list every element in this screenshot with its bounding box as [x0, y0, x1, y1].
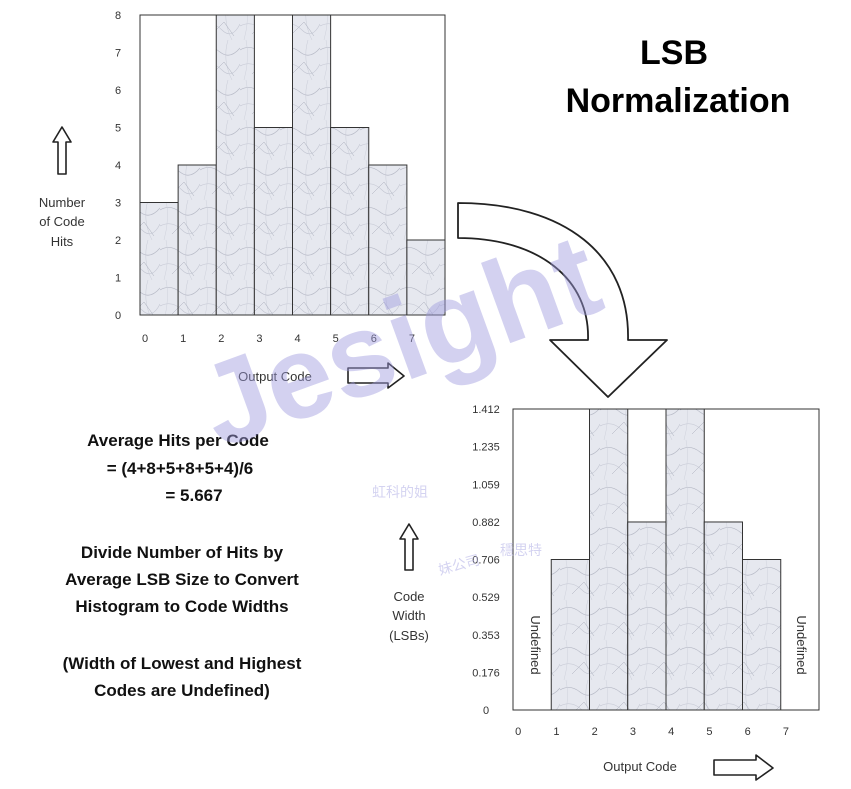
- chart2-x-axis-label: Output Code: [603, 759, 677, 774]
- chart1-x-tick-label: 2: [218, 333, 224, 345]
- chart2-x-tick-label: 1: [553, 726, 559, 738]
- average-line3: = 5.667: [165, 486, 222, 505]
- chart1-bar-7: [406, 239, 446, 316]
- chart1-x-axis-label: Output Code: [238, 369, 312, 384]
- chart1-y-tick-label: 1: [115, 273, 121, 285]
- chart2-y-tick-label: 1.412: [472, 404, 500, 416]
- chart2-bar-3: [627, 521, 667, 711]
- chart2-x-tick-label: 0: [515, 726, 521, 738]
- watermark-cn-brand: 穩思特: [500, 543, 542, 559]
- chart1-y-tick-label: 8: [115, 10, 121, 22]
- chart2-y-tick-label: 0.706: [472, 555, 500, 567]
- chart1-right-arrow-icon: [347, 362, 405, 389]
- chart1-y-tick-label: 7: [115, 48, 121, 60]
- chart1-bar-1: [177, 164, 217, 316]
- note-line2: Codes are Undefined): [94, 681, 270, 700]
- chart1-up-arrow-icon: [52, 126, 72, 175]
- chart1-x-tick-label: 0: [142, 333, 148, 345]
- chart1-y-axis-label-line3: Hits: [51, 234, 74, 249]
- chart2-y-tick-label: 0.529: [472, 592, 500, 604]
- chart1-x-tick-label: 1: [180, 333, 186, 345]
- chart2-y-tick-label: 1.059: [472, 479, 500, 491]
- chart1-x-tick-label: 4: [294, 333, 300, 345]
- normalization-curved-arrow-icon: [457, 202, 668, 398]
- chart1-bar-5: [330, 127, 370, 316]
- chart2-bar-4: [665, 408, 705, 711]
- chart1-bar-4: [292, 14, 332, 316]
- chart2-x-tick-label: 2: [592, 726, 598, 738]
- chart1-y-tick-label: 3: [115, 198, 121, 210]
- chart1-y-axis-label-line2: of Code: [39, 214, 85, 229]
- chart2-undefined-label-low: Undefined: [528, 615, 543, 674]
- chart1-y-tick-label: 5: [115, 123, 121, 135]
- title-line2: Normalization: [566, 82, 791, 120]
- chart2-y-axis-label-line1: Code: [393, 589, 424, 604]
- chart2-x-tick-label: 7: [783, 726, 789, 738]
- chart2-bar-2: [589, 408, 629, 711]
- chart2-undefined-label-high: Undefined: [794, 615, 809, 674]
- chart1-bar-2: [215, 14, 255, 316]
- chart1-x-tick-label: 5: [333, 333, 339, 345]
- chart2-y-tick-label: 0: [483, 705, 489, 717]
- average-line1: Average Hits per Code: [87, 431, 269, 450]
- divide-line1: Divide Number of Hits by: [81, 543, 284, 562]
- chart2-y-tick-label: 0.353: [472, 630, 500, 642]
- chart1-bar-3: [253, 127, 294, 316]
- chart1-x-tick-label: 7: [409, 333, 415, 345]
- chart1-x-tick-label: 6: [371, 333, 377, 345]
- chart2-y-axis-label-line2: Width: [392, 608, 425, 623]
- chart2-right-arrow-icon: [713, 754, 774, 781]
- explanation-text: Average Hits per Code = (4+8+5+8+5+4)/6 …: [63, 431, 302, 700]
- chart1-y-tick-label: 4: [115, 160, 121, 172]
- chart2-x-tick-label: 3: [630, 726, 636, 738]
- chart1-y-tick-label: 2: [115, 235, 121, 247]
- chart2-y-axis-label-line3: (LSBs): [389, 628, 429, 643]
- title-line1: LSB: [640, 34, 708, 72]
- chart2-y-tick-label: 0.176: [472, 667, 500, 679]
- chart1-y-tick-label: 6: [115, 85, 121, 97]
- chart2-bar-5: [703, 521, 743, 711]
- divide-line2: Average LSB Size to Convert: [65, 570, 299, 589]
- chart2-x-tick-label: 4: [668, 726, 674, 738]
- average-line2: = (4+8+5+8+5+4)/6: [107, 459, 254, 478]
- chart1-bar-0: [139, 202, 179, 316]
- code-hits-histogram: 0 1 2 3 4 5 6 7 8 0 1 2 3 4 5 6 7 Output Code Number of…: [39, 10, 446, 389]
- note-line1: (Width of Lowest and Highest: [63, 654, 302, 673]
- watermark-cn-line2: 妹公司: [437, 553, 482, 579]
- watermark-cn-line1: 虹科的姐: [372, 485, 428, 501]
- chart2-bar-6: [742, 559, 782, 711]
- code-width-histogram: 0 0.176 0.353 0.529 0.706 0.882 1.059 1.235 1.41…: [389, 404, 820, 781]
- chart2-bar-1: [550, 559, 590, 711]
- divide-line3: Histogram to Code Widths: [75, 597, 288, 616]
- chart2-y-tick-label: 0.882: [472, 517, 500, 529]
- chart2-x-tick-label: 6: [745, 726, 751, 738]
- chart2-x-tick-label: 5: [706, 726, 712, 738]
- chart1-y-axis-label-line1: Number: [39, 195, 86, 210]
- chart1-bar-6: [368, 164, 408, 316]
- chart2-up-arrow-icon: [399, 523, 419, 571]
- chart1-x-tick-label: 3: [256, 333, 262, 345]
- chart2-y-tick-label: 1.235: [472, 442, 500, 454]
- chart1-y-tick-label: 0: [115, 310, 121, 322]
